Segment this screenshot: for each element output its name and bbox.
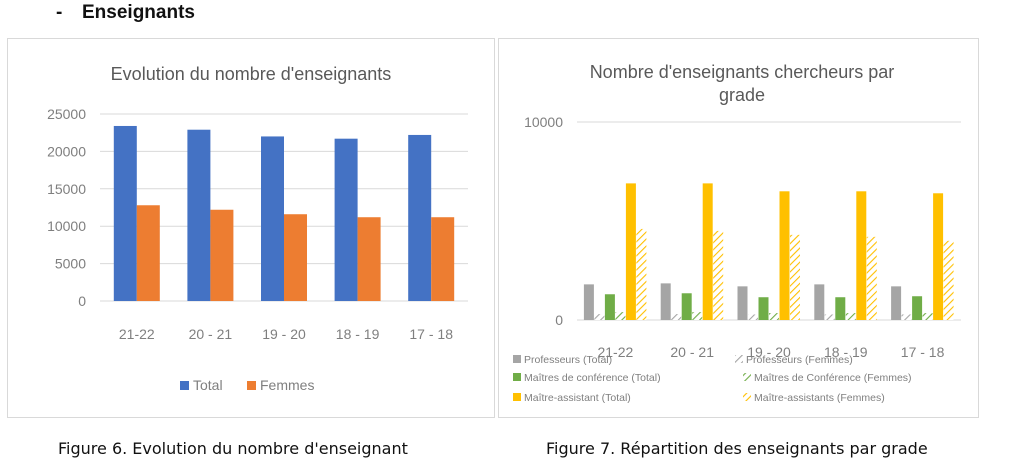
y-tick-label: 15000 bbox=[47, 181, 86, 197]
bar-series0-4 bbox=[891, 286, 902, 320]
bar-series5-4 bbox=[943, 240, 954, 320]
bar-series1-2 bbox=[748, 314, 758, 320]
legend-label-total: Total bbox=[193, 377, 223, 393]
bar-femmes-2 bbox=[284, 214, 307, 301]
bar-series5-0 bbox=[636, 228, 647, 320]
bar-series4-1 bbox=[702, 183, 713, 320]
legend-label-series4: Maître-assistant (Total) bbox=[524, 392, 631, 404]
legend-label-series1: Professeurs (Femmes) bbox=[746, 354, 853, 366]
bar-series4-3 bbox=[856, 191, 867, 320]
x-tick-label: 18 - 19 bbox=[336, 326, 380, 342]
section-heading: - Enseignants bbox=[56, 2, 195, 24]
x-tick-label: 20 - 21 bbox=[670, 344, 714, 360]
bar-total-0 bbox=[113, 125, 137, 301]
legend-label-series3: Maîtres de Conférence (Femmes) bbox=[754, 372, 912, 384]
bar-series2-0 bbox=[604, 294, 615, 320]
bar-series2-1 bbox=[681, 293, 692, 320]
bar-series3-1 bbox=[692, 312, 703, 320]
legend-swatch-total bbox=[180, 381, 189, 390]
bar-series1-4 bbox=[901, 314, 912, 320]
bar-total-2 bbox=[261, 136, 284, 301]
bar-series2-2 bbox=[758, 297, 769, 320]
bar-femmes-3 bbox=[357, 217, 381, 301]
chart-enseignants-par-grade: Nombre d'enseignants chercheurs par grade… bbox=[513, 62, 961, 404]
bar-series3-3 bbox=[845, 313, 856, 320]
figure-7-caption: Figure 7. Répartition des enseignants pa… bbox=[546, 439, 928, 458]
bar-series1-1 bbox=[671, 314, 682, 320]
y-tick-label: 10000 bbox=[47, 218, 86, 234]
bar-total-3 bbox=[334, 138, 358, 301]
legend-swatch-femmes bbox=[247, 381, 256, 390]
chart-title-line2: grade bbox=[719, 85, 765, 105]
bar-series1-0 bbox=[594, 314, 605, 320]
heading-bullet: - bbox=[56, 2, 63, 23]
legend-swatch-series1 bbox=[735, 355, 743, 363]
x-tick-label: 17 - 18 bbox=[901, 344, 945, 360]
legend-label-series2: Maîtres de conférence (Total) bbox=[524, 372, 661, 384]
y-tick-label: 20000 bbox=[47, 143, 86, 159]
bar-series0-0 bbox=[583, 284, 594, 320]
x-tick-label: 18 - 19 bbox=[824, 344, 868, 360]
legend-swatch-series5 bbox=[743, 393, 751, 401]
bar-series4-0 bbox=[625, 183, 636, 320]
y-tick-label: 0 bbox=[78, 293, 86, 309]
chart-evolution-enseignants: Evolution du nombre d'enseignants 0 5000 10… bbox=[47, 64, 468, 393]
x-tick-label: 21-22 bbox=[119, 326, 155, 342]
bar-series5-1 bbox=[713, 230, 724, 320]
legend-label-series0: Professeurs (Total) bbox=[524, 354, 612, 366]
bar-series5-3 bbox=[866, 236, 877, 320]
bar-series3-4 bbox=[922, 313, 933, 320]
x-tick-label: 19 - 20 bbox=[747, 344, 791, 360]
bar-series2-4 bbox=[912, 296, 923, 320]
bar-series3-2 bbox=[769, 313, 779, 320]
figure-6-caption: Figure 6. Evolution du nombre d'enseigna… bbox=[58, 439, 408, 458]
bar-series2-3 bbox=[835, 297, 846, 320]
x-tick-label: 20 - 21 bbox=[189, 326, 233, 342]
heading-text: Enseignants bbox=[82, 2, 195, 23]
bar-series1-3 bbox=[824, 314, 835, 320]
bar-series0-1 bbox=[660, 283, 671, 320]
chart-title: Nombre d'enseignants chercheurs par grade bbox=[590, 62, 895, 105]
bar-total-4 bbox=[408, 134, 432, 301]
y-tick-label: 25000 bbox=[47, 106, 86, 122]
bar-series0-2 bbox=[737, 286, 748, 320]
bar-series4-4 bbox=[933, 193, 944, 320]
bar-series3-0 bbox=[615, 312, 626, 320]
bar-femmes-1 bbox=[210, 209, 234, 301]
y-tick-label: 5000 bbox=[55, 256, 86, 272]
bar-femmes-4 bbox=[431, 217, 455, 301]
legend-swatch-series4 bbox=[513, 393, 521, 401]
bar-series4-2 bbox=[779, 191, 790, 320]
chart-panel-grade: Nombre d'enseignants chercheurs par grade… bbox=[498, 38, 979, 418]
chart-title: Evolution du nombre d'enseignants bbox=[111, 64, 392, 84]
legend-swatch-series3 bbox=[743, 373, 751, 381]
chart-panel-evolution: Evolution du nombre d'enseignants 0 5000 10… bbox=[7, 38, 495, 418]
y-tick-label: 10000 bbox=[524, 114, 563, 130]
legend-swatch-series2 bbox=[513, 373, 521, 381]
legend-label-series5: Maître-assistants (Femmes) bbox=[754, 392, 885, 404]
legend-swatch-series0 bbox=[513, 355, 521, 363]
x-tick-label: 19 - 20 bbox=[262, 326, 306, 342]
y-tick-label: 0 bbox=[555, 312, 563, 328]
x-tick-label: 17 - 18 bbox=[409, 326, 453, 342]
legend-label-femmes: Femmes bbox=[260, 377, 314, 393]
chart-title-line1: Nombre d'enseignants chercheurs par bbox=[590, 62, 895, 82]
bar-femmes-0 bbox=[136, 205, 160, 301]
bar-series5-2 bbox=[790, 234, 800, 320]
bar-total-1 bbox=[187, 129, 211, 301]
bar-series0-3 bbox=[814, 284, 825, 320]
x-tick-label: 21-22 bbox=[597, 344, 633, 360]
